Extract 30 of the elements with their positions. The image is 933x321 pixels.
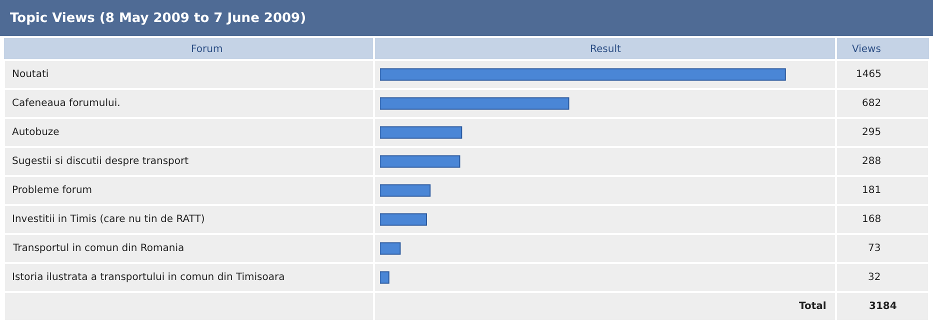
bar [380,213,427,226]
data-label: 1465 [856,69,882,80]
data-label: 682 [862,98,882,109]
bar [380,184,431,197]
text: Forum [191,44,223,55]
bar [380,126,462,139]
y-tick-label: Probleme forum [12,185,92,196]
bar [380,68,786,81]
text: Result [590,44,621,55]
bar [380,242,401,255]
y-tick-label: Cafeneaua forumului. [12,98,120,109]
bar [380,271,390,284]
text: Topic Views (8 May 2009 to 7 June 2009) [10,11,306,26]
text: 3184 [869,301,897,312]
data-label: 73 [868,243,881,254]
data-label: 288 [862,156,882,167]
text: Views [852,44,881,55]
y-tick-label: Sugestii si discutii despre transport [12,156,189,167]
data-label: 295 [862,127,882,138]
data-label: 181 [862,185,882,196]
bar [380,97,570,110]
data-label: 168 [862,214,882,225]
bar [380,155,460,168]
y-tick-label: Noutati [12,69,49,80]
y-tick-label: Autobuze [12,127,60,138]
y-tick-label: Transportul in comun din Romania [12,243,184,254]
y-tick-label: Investitii in Timis (care nu tin de RATT) [12,214,205,225]
y-tick-label: Istoria ilustrata a transportului in comun din Timisoara [12,272,285,283]
text: Total [799,301,826,312]
data-label: 32 [868,272,881,283]
